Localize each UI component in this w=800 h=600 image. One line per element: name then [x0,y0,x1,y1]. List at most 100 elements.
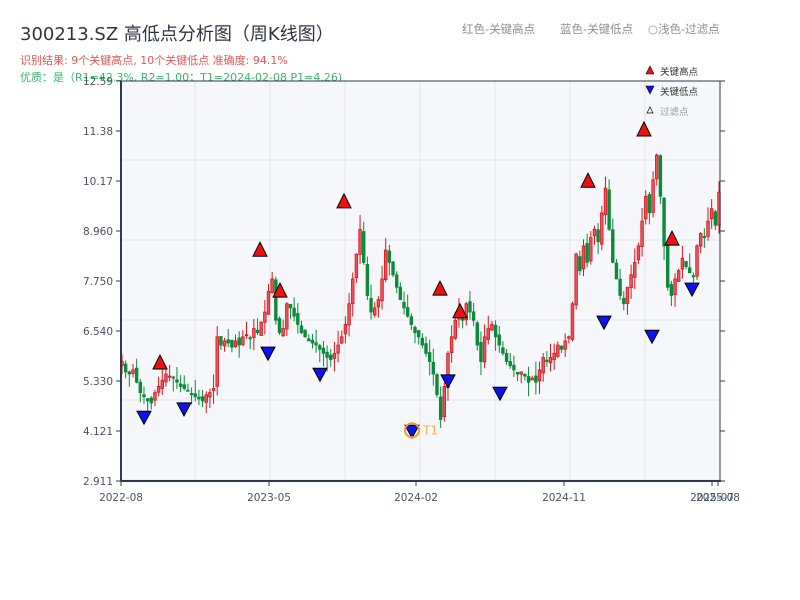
candle-up [640,220,644,247]
candle-down [387,250,392,263]
candle-up [244,334,249,337]
candle-down [329,354,333,360]
candle-down [123,363,128,373]
candle-down [362,231,366,263]
candle-down [669,284,674,296]
candle-down [230,339,234,348]
key-high-marker-icon [152,353,168,370]
key-low-marker-icon [644,329,660,345]
candle-down [226,339,230,344]
candle-up [373,307,377,316]
candle-down [585,243,589,263]
candle-down [420,337,425,346]
candle-down [197,396,201,400]
candle-up [211,388,216,391]
y-tick-label: 8.960 [83,226,113,238]
candle-up [222,340,227,347]
y-tick-label: 7.750 [83,276,113,288]
candle-down [523,374,527,377]
candle-up [215,336,219,387]
candle-down [145,398,150,402]
candle-down [471,311,476,321]
candle-up [655,154,659,180]
candle-down [171,376,175,379]
candle-up [241,336,245,345]
candle-up [263,311,267,323]
candle-up [449,336,454,354]
candle-down [545,359,549,363]
candle-up [589,237,593,262]
key-low-marker-icon [312,367,328,383]
candle-down [501,347,505,354]
candle-up [252,328,256,339]
candle-up [633,262,637,278]
candle-down [325,351,329,358]
candle-up [644,195,648,220]
candle-down [691,275,696,278]
candle-down [438,396,443,420]
candle-up [486,328,490,340]
candle-up [336,344,340,354]
top-legend-red-high: 红色-关键高点 [462,22,536,36]
key-high-marker-icon [452,302,468,319]
candle-up [592,228,597,237]
candle-down [186,389,190,392]
candle-down [596,229,600,243]
candle-up [490,324,494,331]
top-legend-filtered: ○浅色-过滤点 [648,22,720,36]
candle-down [310,339,315,344]
candle-down [138,381,143,394]
candle-up [537,369,542,382]
candle-down [662,197,666,247]
candle-up [698,233,703,247]
candle-down [219,336,223,346]
key-low-marker-icon [176,402,192,417]
candle-down [292,307,296,317]
candle-up [281,328,285,337]
candle-up [651,179,655,213]
y-tick-label: 2.911 [83,476,113,488]
candle-down [193,393,197,398]
candle-up [259,321,263,336]
legend-filtered-label: 过滤点 [660,106,689,118]
candle-down [314,342,318,346]
candle-down [394,274,399,288]
key-low-marker-icon [404,424,420,440]
candle-up [709,208,714,220]
chart-legend: 关键高点 关键低点 过滤点 [645,65,699,118]
candle-down [413,326,417,334]
key-high-marker-icon [580,172,596,188]
candle-down [402,301,406,309]
candle-up [266,290,271,315]
key-point-markers: T1 [136,120,700,440]
candle-up [131,369,135,374]
candle-up [285,303,289,330]
key-high-marker-icon [432,279,448,296]
y-tick-label: 4.121 [83,426,113,438]
candle-up [164,373,168,383]
candle-up [208,392,212,398]
legend-filtered-icon [646,106,654,114]
candle-down [409,316,414,325]
candle-up [519,371,523,375]
candle-up [376,299,381,308]
y-tick-label: 6.540 [83,326,113,338]
candle-up [567,336,571,339]
y-tick-label: 12.59 [83,76,113,88]
candle-up [603,187,608,215]
candle-down [175,379,179,383]
candle-down [189,392,194,396]
candle-down [493,324,498,338]
candle-down [684,260,688,267]
candle-down [508,361,512,367]
candle-down [277,318,282,334]
x-tick-label: 2024-02 [394,492,438,504]
candle-down [149,397,154,404]
candle-up [340,336,344,344]
candle-up [464,303,468,321]
candle-up [629,274,633,289]
legend-high-label: 关键高点 [660,66,699,78]
candle-up [541,357,545,374]
candle-down [504,353,509,363]
candle-down [618,278,622,296]
